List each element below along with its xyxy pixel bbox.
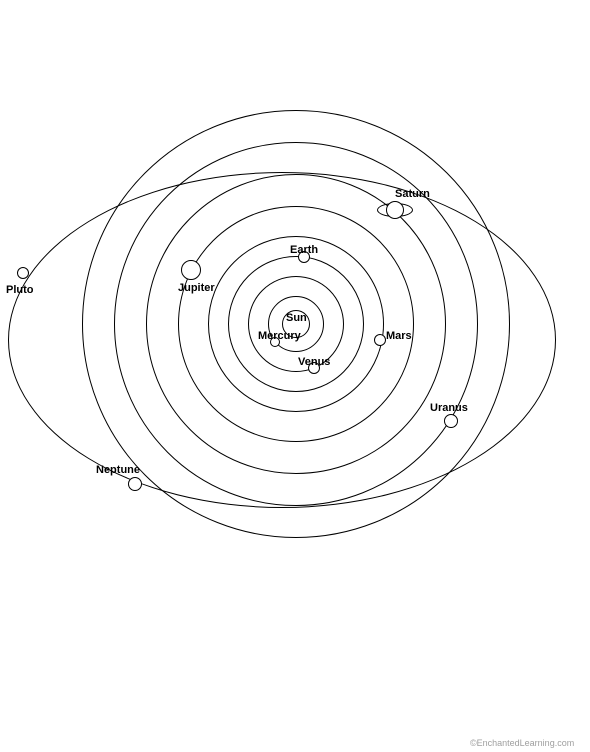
pluto-body xyxy=(17,267,29,279)
saturn-label: Saturn xyxy=(395,188,430,200)
earth-label: Earth xyxy=(290,244,318,256)
mars-label: Mars xyxy=(386,330,412,342)
sun-label: Sun xyxy=(286,312,307,324)
uranus-body xyxy=(444,414,458,428)
saturn-body xyxy=(386,201,404,219)
neptune-body xyxy=(128,477,142,491)
mars-body xyxy=(374,334,386,346)
uranus-label: Uranus xyxy=(430,402,468,414)
mercury-label: Mercury xyxy=(258,330,301,342)
solar-system-diagram: { "diagram": { "type": "diagram", "backg… xyxy=(0,0,590,752)
pluto-label: Pluto xyxy=(6,284,34,296)
jupiter-body xyxy=(181,260,201,280)
credit-text: ©EnchantedLearning.com xyxy=(470,738,574,748)
neptune-label: Neptune xyxy=(96,464,140,476)
jupiter-label: Jupiter xyxy=(178,282,215,294)
venus-label: Venus xyxy=(298,356,330,368)
